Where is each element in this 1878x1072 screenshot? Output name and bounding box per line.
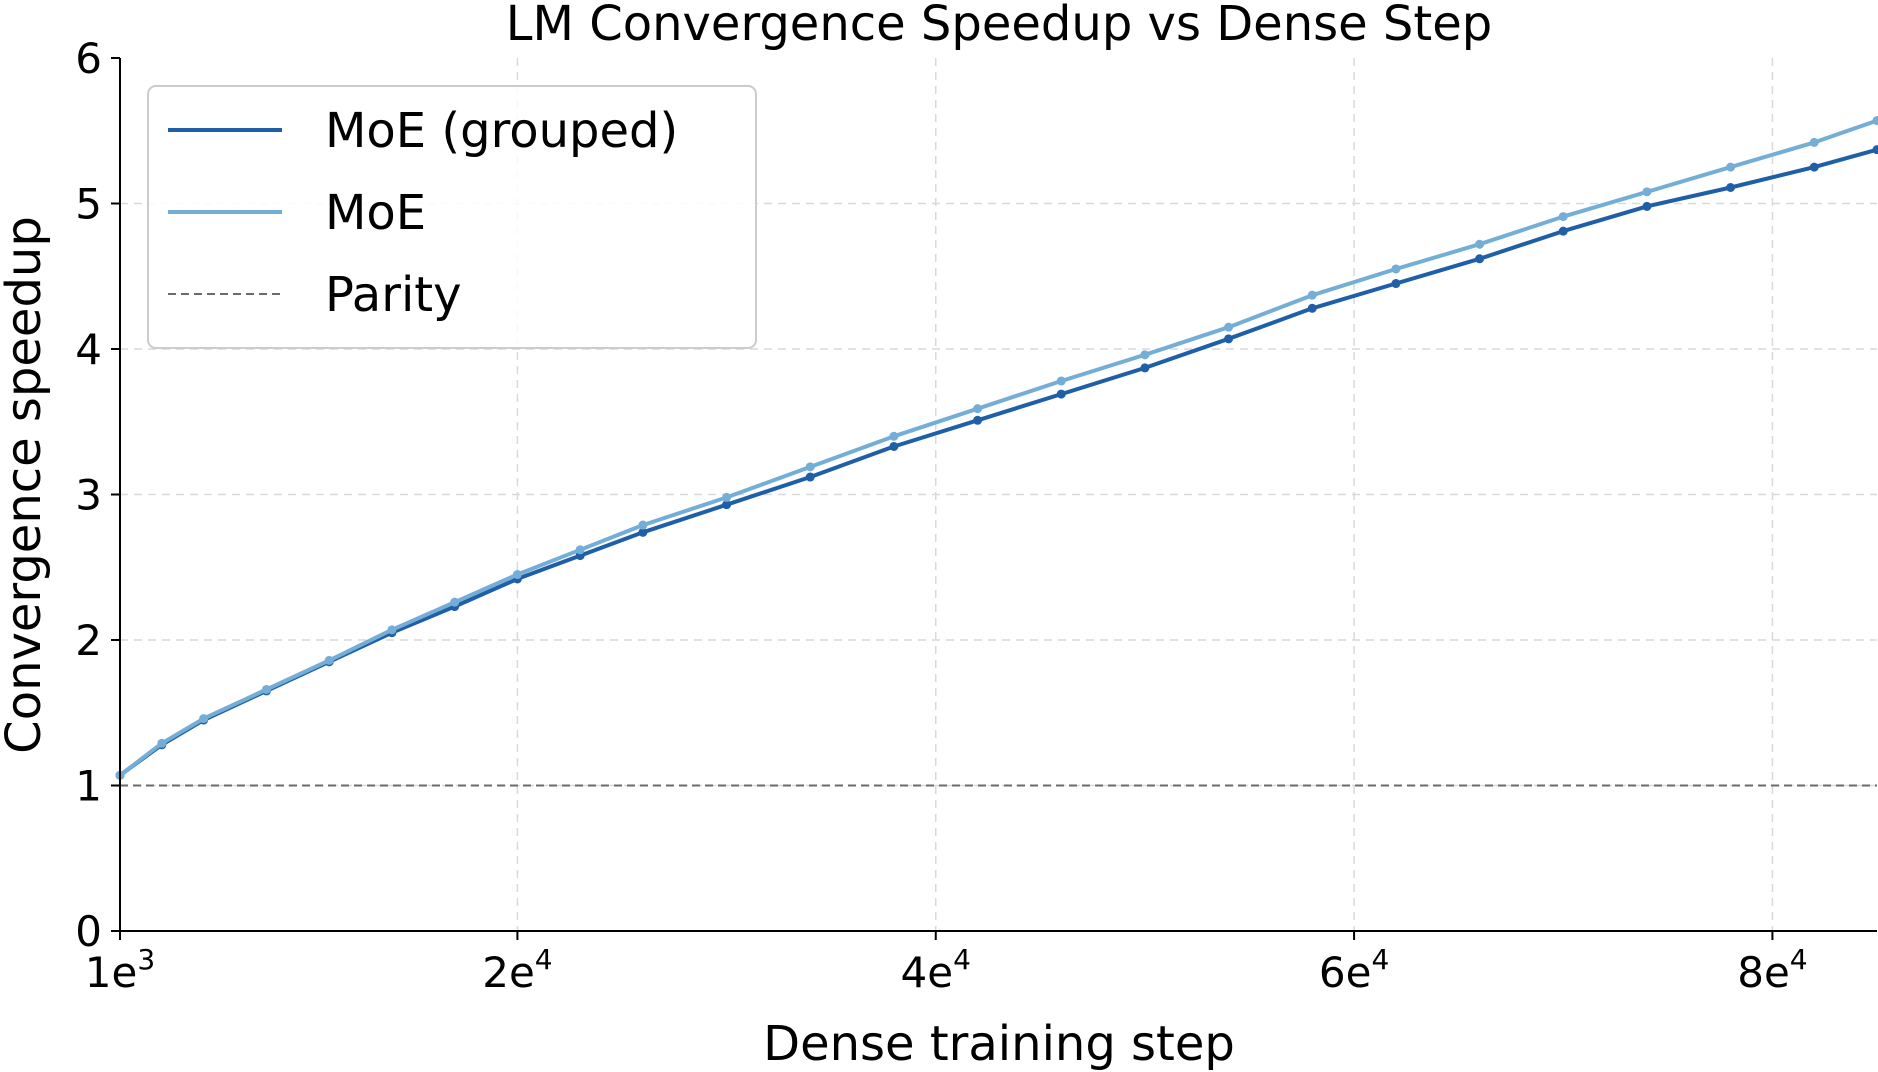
- data-point-moe-grouped: [1475, 254, 1485, 264]
- data-point-moe-grouped: [1140, 363, 1150, 373]
- data-point-moe-grouped: [1307, 303, 1317, 313]
- legend-label-parity: Parity: [325, 267, 462, 323]
- x-tick-label: 4e4: [901, 943, 971, 997]
- x-tick-label: 8e4: [1737, 943, 1807, 997]
- x-tick-label: 2e4: [482, 943, 552, 997]
- data-point-moe-grouped: [1056, 389, 1066, 399]
- legend-box: [147, 85, 757, 349]
- legend: MoE (grouped) MoE Parity: [147, 85, 757, 349]
- data-point-moe-grouped: [722, 500, 732, 510]
- data-point-moe: [1726, 162, 1736, 172]
- data-point-moe-grouped: [638, 527, 648, 537]
- data-point-moe: [261, 684, 271, 694]
- y-tick-label: 6: [75, 34, 102, 83]
- x-tick-label: 1e3: [85, 943, 155, 997]
- y-tick-label: 2: [75, 616, 102, 665]
- data-point-moe: [1307, 290, 1317, 300]
- data-point-moe: [722, 492, 732, 502]
- legend-label-moe: MoE: [325, 185, 426, 241]
- data-point-moe: [889, 431, 899, 441]
- y-tick-label: 0: [75, 907, 102, 956]
- y-axis-label: Convergence speedup: [0, 216, 52, 754]
- data-point-moe-grouped: [805, 472, 815, 482]
- data-point-moe-grouped: [973, 415, 983, 425]
- data-point-moe: [638, 520, 648, 530]
- x-axis-label: Dense training step: [763, 1016, 1235, 1072]
- data-point-moe-grouped: [1642, 201, 1652, 211]
- data-point-moe: [1391, 264, 1401, 274]
- data-point-moe-grouped: [1391, 279, 1401, 289]
- data-point-moe: [1056, 376, 1066, 386]
- y-tick-label: 1: [75, 762, 102, 811]
- data-point-moe-grouped: [1872, 145, 1878, 155]
- y-tick-label: 5: [75, 180, 102, 229]
- data-point-moe: [1558, 212, 1568, 222]
- data-point-moe: [387, 625, 397, 635]
- y-tick-label: 3: [75, 471, 102, 520]
- data-point-moe: [512, 570, 522, 580]
- data-point-moe-grouped: [1558, 226, 1568, 236]
- data-point-moe: [1224, 322, 1234, 332]
- data-point-moe: [324, 655, 334, 665]
- data-point-moe: [157, 738, 167, 748]
- y-axis-ticks: 0 1 2 3 4 5 6: [75, 34, 120, 956]
- data-point-moe: [450, 597, 460, 607]
- data-point-moe: [1642, 187, 1652, 197]
- data-point-moe-grouped: [1224, 334, 1234, 344]
- data-point-moe: [1872, 116, 1878, 126]
- data-point-moe: [805, 462, 815, 472]
- legend-label-moe-grouped: MoE (grouped): [325, 103, 678, 159]
- data-point-moe: [1475, 239, 1485, 249]
- data-point-moe: [199, 714, 209, 724]
- series-layer: [115, 116, 1878, 787]
- data-point-moe-grouped: [1726, 182, 1736, 192]
- data-point-moe-grouped: [889, 441, 899, 451]
- data-point-moe: [1140, 350, 1150, 360]
- data-point-moe: [1809, 137, 1819, 147]
- data-point-moe-grouped: [1809, 162, 1819, 172]
- y-tick-label: 4: [75, 325, 102, 374]
- chart-title: LM Convergence Speedup vs Dense Step: [506, 0, 1492, 52]
- data-point-moe: [575, 545, 585, 555]
- data-point-moe: [973, 404, 983, 414]
- x-tick-label: 6e4: [1319, 943, 1389, 997]
- x-axis-ticks: 1e3 2e4 4e4 6e4 8e4: [85, 931, 1808, 997]
